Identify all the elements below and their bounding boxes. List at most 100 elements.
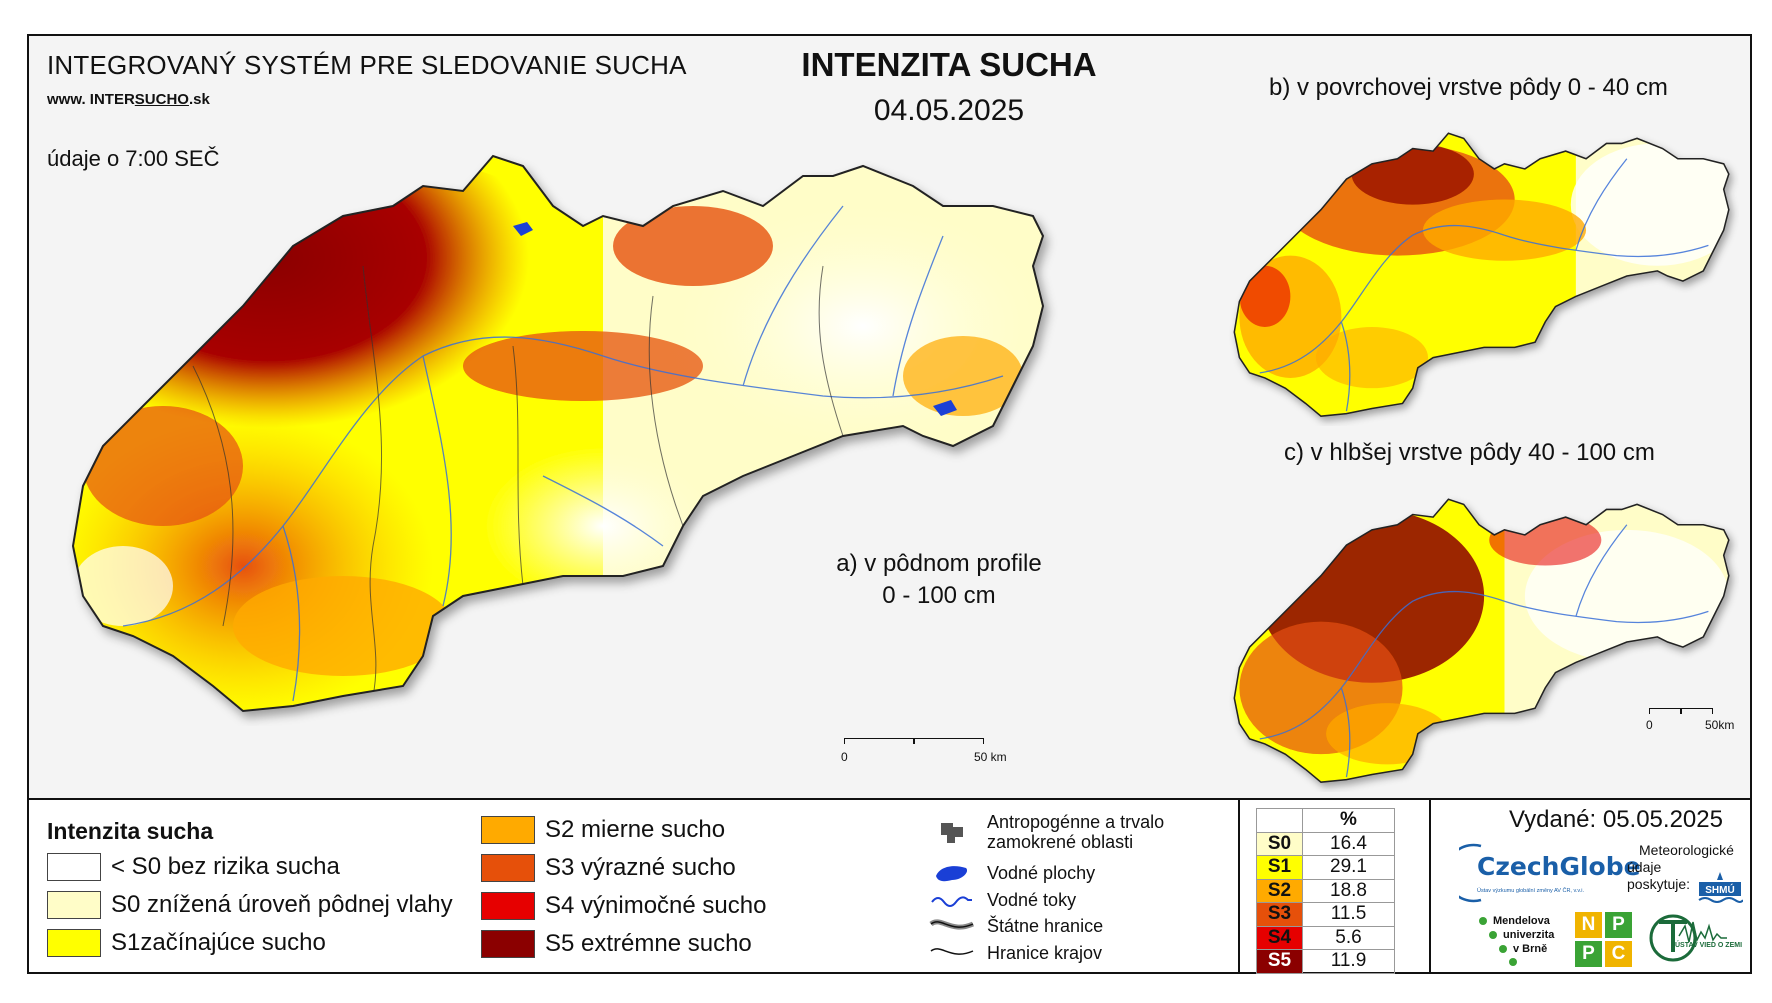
stats-code: S2 xyxy=(1256,878,1303,903)
shmu-logo: SHMÚ xyxy=(1697,870,1744,906)
legend-swatch xyxy=(47,891,101,919)
table-row: S0 16.4 xyxy=(1256,831,1395,856)
panel-b-label: b) v povrchovej vrstve pôdy 0 - 40 cm xyxy=(1269,74,1668,101)
legend-class-s5: S5 extrémne sucho xyxy=(481,930,752,958)
legend-label: S2 mierne sucho xyxy=(545,816,726,843)
stats-value: 18.8 xyxy=(1302,878,1395,903)
small-scale-end: 50km xyxy=(1705,718,1735,732)
website-link[interactable]: www. INTERSUCHO.sk xyxy=(47,91,210,108)
legend-symbol-region-border: Hranice krajov xyxy=(929,940,1102,966)
mendel-university-logo: Mendelova univerzita v Brně xyxy=(1479,914,1554,970)
stats-value: 5.6 xyxy=(1302,925,1395,950)
stats-header: % xyxy=(1302,808,1395,833)
legend-panel: Intenzita sucha < S0 bez rizika sucha S0… xyxy=(29,798,1750,974)
system-title: INTEGROVANÝ SYSTÉM PRE SLEDOVANIE SUCHA xyxy=(47,50,687,80)
stats-code: S5 xyxy=(1256,949,1303,974)
legend-swatch xyxy=(481,816,535,844)
legend-label: S4 výnimočné sucho xyxy=(545,892,767,919)
dot-icon xyxy=(1499,945,1507,953)
legend-symbol-state-border: Štátne hranice xyxy=(929,913,1103,939)
table-row: S5 11.9 xyxy=(1256,949,1395,974)
legend-class-s4: S4 výnimočné sucho xyxy=(481,892,766,920)
dot-icon xyxy=(1489,931,1497,939)
symbol-label: Antropogénne a trvalo xyxy=(987,812,1165,832)
symbol-label: zamokrené oblasti xyxy=(987,832,1134,852)
legend-label: S5 extrémne sucho xyxy=(545,930,752,957)
panel-c-label: c) v hlbšej vrstve pôdy 40 - 100 cm xyxy=(1284,439,1655,466)
meteo-line: údaje xyxy=(1627,859,1662,875)
stats-value: 16.4 xyxy=(1302,831,1395,856)
legend-swatch xyxy=(47,929,101,957)
small-scale-zero: 0 xyxy=(1646,718,1653,732)
map-frame: INTEGROVANÝ SYSTÉM PRE SLEDOVANIE SUCHA … xyxy=(27,34,1752,974)
region-border-icon xyxy=(929,940,975,966)
symbol-label: Hranice krajov xyxy=(987,943,1103,963)
legend-class-s2: S2 mierne sucho xyxy=(481,816,725,844)
legend-class-s3: S3 výrazné sucho xyxy=(481,854,736,882)
mendel-line: univerzita xyxy=(1503,929,1555,941)
legend-divider xyxy=(1238,800,1240,972)
legend-title: Intenzita sucha xyxy=(47,818,214,844)
table-row: S3 11.5 xyxy=(1256,902,1395,927)
main-title: INTENZITA SUCHA xyxy=(801,46,1097,83)
meteo-line: Meteorologické xyxy=(1639,842,1734,858)
czechglobe-name: CzechGlobe xyxy=(1477,852,1641,881)
nppc-letter: C xyxy=(1605,941,1632,967)
legend-symbol-river: Vodné toky xyxy=(929,887,1076,913)
scale-end: 50 km xyxy=(974,750,1007,764)
legend-symbol-urban: Antropogénne a trvalo zamokrené oblasti xyxy=(929,812,1164,852)
stats-value: 11.9 xyxy=(1302,949,1395,974)
meteo-credit: Meteorologické údaje poskytuje: xyxy=(1627,842,1734,893)
surface-layer-map xyxy=(1233,132,1730,417)
water-body-icon xyxy=(929,860,975,886)
stats-code: S3 xyxy=(1256,902,1303,927)
legend-symbol-water: Vodné plochy xyxy=(929,860,1095,886)
website-prefix: www. INTER xyxy=(47,91,135,108)
website-underlined: SUCHO xyxy=(134,91,189,108)
meteo-line: poskytuje: xyxy=(1627,876,1691,892)
symbol-label: Štátne hranice xyxy=(987,916,1104,936)
panel-a-label: a) v pôdnom profile xyxy=(836,550,1042,577)
map-date: 04.05.2025 xyxy=(873,94,1025,127)
legend-swatch xyxy=(481,892,535,920)
state-border-icon xyxy=(929,913,975,939)
nppc-logo: N P P C xyxy=(1575,912,1635,968)
czechglobe-logo: CzechGlobe Ústav výzkumu globální změny … xyxy=(1459,838,1641,908)
legend-divider xyxy=(1429,800,1431,972)
symbol-label: Vodné toky xyxy=(987,890,1077,910)
legend-swatch xyxy=(481,930,535,958)
website-suffix: .sk xyxy=(188,91,210,108)
nppc-letter: P xyxy=(1575,941,1602,967)
stats-value: 29.1 xyxy=(1302,855,1395,880)
symbol-label: Vodné plochy xyxy=(987,863,1096,883)
main-scale-bar: 0 50 km xyxy=(841,738,1024,768)
stats-code: S4 xyxy=(1256,925,1303,950)
dot-icon xyxy=(1509,958,1517,966)
urban-area-icon xyxy=(929,819,975,845)
stats-code: S0 xyxy=(1256,831,1303,856)
nppc-letter: N xyxy=(1575,912,1602,938)
dot-icon xyxy=(1479,917,1487,925)
legend-swatch xyxy=(481,854,535,882)
table-row: S4 5.6 xyxy=(1256,925,1395,950)
map-area: INTEGROVANÝ SYSTÉM PRE SLEDOVANIE SUCHA … xyxy=(29,36,1750,798)
table-row: S1 29.1 xyxy=(1256,855,1395,880)
legend-swatch xyxy=(47,853,101,881)
legend-class-none: < S0 bez rizika sucha xyxy=(47,853,340,881)
ustav-name: ÚSTAV VIED O ZEMI xyxy=(1675,942,1743,949)
legend-label: S0 znížená úroveň pôdnej vlahy xyxy=(111,891,453,918)
mendel-line: Mendelova xyxy=(1493,915,1550,927)
river-icon xyxy=(929,887,975,913)
stats-value: 11.5 xyxy=(1302,902,1395,927)
czechglobe-subtitle: Ústav výzkumu globální změny AV ČR, v.v.… xyxy=(1477,888,1584,894)
panel-a-depth: 0 - 100 cm xyxy=(882,582,996,609)
deep-layer-map xyxy=(1233,498,1730,783)
shmu-text: SHMÚ xyxy=(1705,883,1734,896)
legend-label: S1začínajúce sucho xyxy=(111,929,326,956)
legend-class-s0: S0 znížená úroveň pôdnej vlahy xyxy=(47,891,453,919)
mendel-line: v Brně xyxy=(1513,943,1548,955)
ustav-vied-o-zemi-logo: ÚSTAV VIED O ZEMI xyxy=(1649,908,1749,968)
small-scale-bar: 0 50km xyxy=(1646,708,1749,734)
legend-label: < S0 bez rizika sucha xyxy=(111,853,340,880)
table-row: S2 18.8 xyxy=(1256,878,1395,903)
